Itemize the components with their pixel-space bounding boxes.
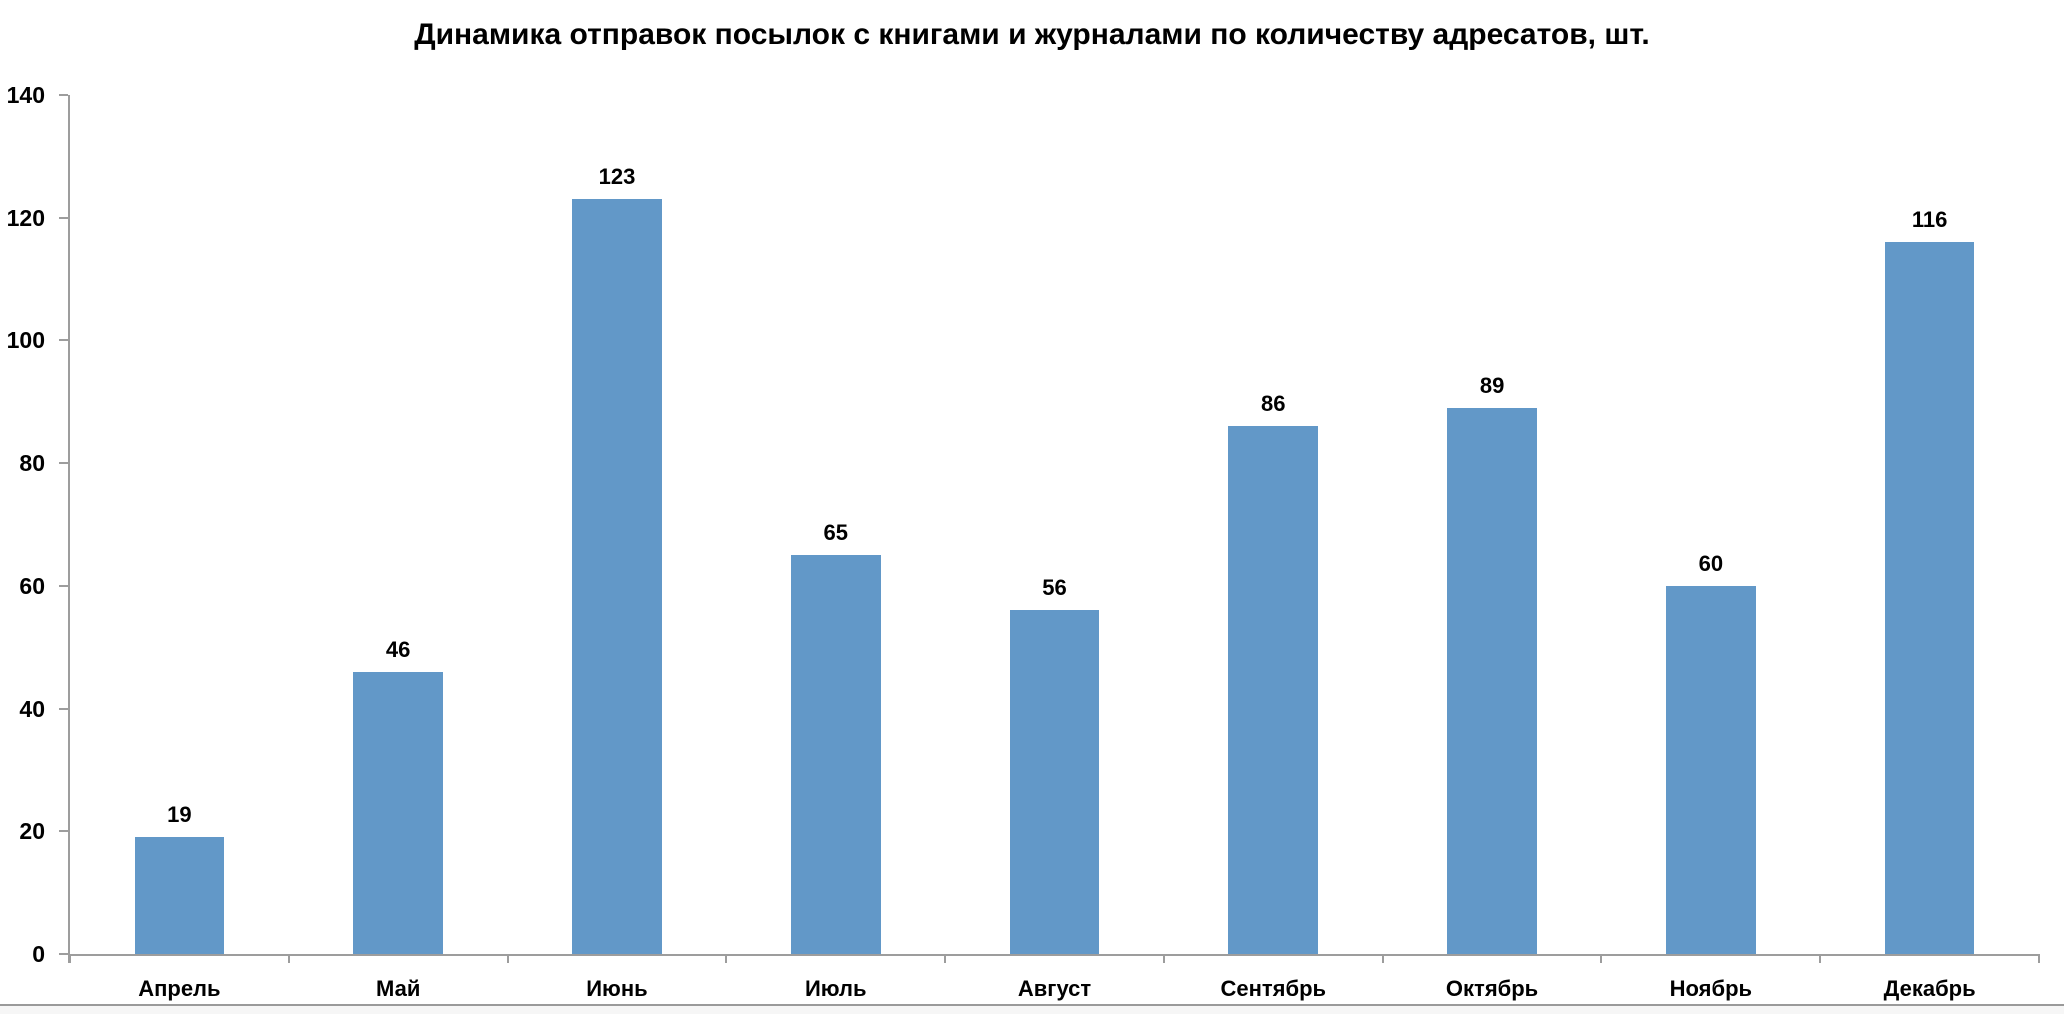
- y-tick-mark: [59, 462, 68, 465]
- x-category-label: Июнь: [586, 976, 648, 1001]
- bar-value-label: 60: [1698, 550, 1724, 576]
- x-tick-mark: [1600, 954, 1603, 963]
- bar: 19: [134, 802, 225, 954]
- y-tick-mark: [59, 707, 68, 710]
- y-tick-mark: [59, 584, 68, 587]
- x-tick-mark: [725, 954, 728, 963]
- bar-cell-8: 60: [1601, 95, 1820, 954]
- x-category-label: Июль: [804, 976, 867, 1001]
- bar: 123: [572, 164, 662, 954]
- x-tick-mark: [944, 954, 947, 963]
- bar: 60: [1666, 551, 1756, 954]
- x-category-label: Ноябрь: [1669, 976, 1753, 1001]
- bar: 46: [353, 637, 444, 954]
- x-category-label: Апрель: [138, 976, 221, 1001]
- y-tick-mark: [59, 339, 68, 342]
- x-axis: [68, 954, 2039, 956]
- chart-title: Динамика отправок посылок с книгами и жу…: [414, 18, 1650, 51]
- bottom-border-strip: [0, 1004, 2064, 1014]
- bar-value-label: 46: [385, 636, 411, 662]
- y-tick-label: 40: [19, 695, 45, 722]
- y-tick-mark: [59, 94, 68, 96]
- bar-value-label: 86: [1261, 391, 1286, 417]
- y-tick-label: 0: [32, 941, 45, 967]
- y-tick-mark: [59, 830, 68, 833]
- bar-value-label: 89: [1479, 372, 1505, 398]
- y-tick-mark: [59, 216, 68, 219]
- x-tick-mark: [1381, 954, 1384, 963]
- y-tick-label: 100: [6, 327, 45, 354]
- bar-value-label: 56: [1042, 575, 1067, 601]
- bar-cell-4: 65: [726, 95, 945, 954]
- x-tick-mark: [1162, 954, 1165, 963]
- plot-area: 0 20 40 60 80 100 120 140 19 46 123 65 56 86 89 60 116: [7, 84, 2040, 966]
- bar-cell-1: 19: [70, 95, 289, 954]
- x-tick-mark: [1819, 954, 1822, 963]
- x-category-label: Сентябрь: [1220, 976, 1327, 1001]
- x-tick-mark: [287, 954, 290, 963]
- bar-cell-6: 86: [1164, 95, 1383, 954]
- bar-series: 19 46 123 65 56 86 89 60 116: [70, 95, 2039, 954]
- x-category-label: Декабрь: [1883, 976, 1976, 1001]
- y-tick-label: 140: [6, 82, 45, 108]
- y-tick-label: 120: [6, 204, 45, 231]
- y-tick-label: 60: [19, 572, 45, 599]
- x-tick-mark: [69, 954, 71, 963]
- x-tick-mark: [506, 954, 509, 963]
- bar: 86: [1228, 391, 1319, 954]
- bar-cell-9: 116: [1820, 95, 2039, 954]
- x-category-label: Октябрь: [1445, 976, 1539, 1001]
- y-tick-mark: [59, 953, 68, 955]
- bar: 65: [790, 520, 881, 954]
- bar-cell-7: 89: [1383, 95, 1602, 954]
- x-tick-mark: [2038, 954, 2040, 963]
- bar-cell-5: 56: [945, 95, 1164, 954]
- bar-cell-3: 123: [508, 95, 727, 954]
- y-axis: [68, 95, 70, 963]
- bar-value-label: 65: [823, 520, 848, 546]
- x-category-label: Май: [375, 976, 421, 1001]
- x-category-label: Август: [1017, 976, 1092, 1001]
- x-axis-labels: Апрель Май Июнь Июль Август Сентябрь Октябрь Но…: [70, 976, 2039, 1002]
- y-tick-label: 80: [19, 450, 45, 477]
- bar-value-label: 123: [598, 164, 636, 190]
- bar-value-label: 116: [1911, 207, 1948, 233]
- bar: 116: [1884, 207, 1975, 954]
- y-tick-label: 20: [19, 818, 45, 845]
- bar-value-label: 19: [167, 802, 192, 828]
- bar: 56: [1009, 575, 1100, 954]
- bar: 89: [1447, 373, 1537, 954]
- bar-cell-2: 46: [289, 95, 508, 954]
